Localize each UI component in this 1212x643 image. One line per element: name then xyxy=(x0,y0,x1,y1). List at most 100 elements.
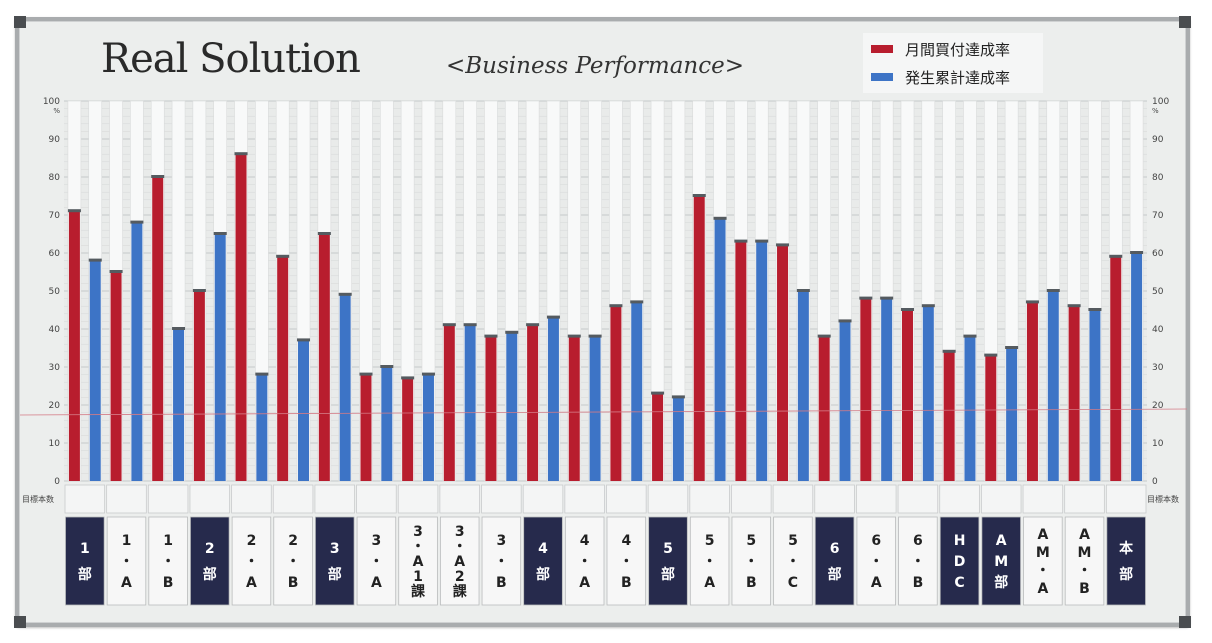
bar-cap xyxy=(421,372,435,376)
bar-cap xyxy=(1088,308,1102,311)
y-tick-label-left: 100 xyxy=(43,97,60,107)
section-card xyxy=(439,516,480,606)
board-title: Real Solution xyxy=(101,36,361,82)
target-count-cell xyxy=(522,484,564,514)
bar-cap xyxy=(1025,300,1039,304)
bar-monthly-15 xyxy=(652,393,664,481)
bar-cap xyxy=(1130,251,1144,254)
target-count-cell xyxy=(1064,484,1105,514)
category-label-char: 4 xyxy=(621,533,631,549)
reference-line xyxy=(19,408,1188,416)
category-label-char: B xyxy=(496,575,507,591)
bar-cap xyxy=(255,372,269,376)
bar-cumulative-21 xyxy=(922,306,934,481)
section-card xyxy=(731,516,772,606)
bar-cap xyxy=(484,334,498,338)
y-tick-label-left: 60 xyxy=(49,249,61,259)
bar-monthly-5 xyxy=(235,154,247,481)
bar-cap xyxy=(234,152,248,156)
category-label-char: ・ xyxy=(1078,563,1092,579)
department-card xyxy=(981,516,1021,606)
department-card xyxy=(523,516,563,606)
target-count-cell xyxy=(856,484,897,514)
category-label-char: ・ xyxy=(369,554,383,570)
y-tick-label-right: 70 xyxy=(1152,211,1164,221)
bar-cumulative-8 xyxy=(381,367,393,481)
category-label-char: 5 xyxy=(746,533,756,549)
category-label-char: ・ xyxy=(786,554,800,570)
category-label-char: A xyxy=(246,575,257,591)
y-tick-label-left: 50 xyxy=(49,287,61,297)
bar-cap xyxy=(692,194,706,197)
frame-corner xyxy=(1179,16,1191,28)
category-label-char: B xyxy=(288,575,299,591)
category-label-char: 5 xyxy=(663,541,673,557)
bar-cumulative-7 xyxy=(339,294,351,481)
category-label-char: 部 xyxy=(828,566,842,583)
bar-cap xyxy=(567,334,581,338)
category-label-char: A xyxy=(1037,581,1048,597)
section-card xyxy=(106,516,147,606)
category-label-char: C xyxy=(788,575,798,591)
bar-cap xyxy=(796,289,810,292)
bar-cap xyxy=(88,258,102,262)
category-label-char: ・ xyxy=(494,554,508,570)
category-label-char: 1 xyxy=(163,533,173,549)
bar-monthly-6 xyxy=(277,256,289,481)
category-label-char: 1 xyxy=(80,541,90,557)
frame-corner xyxy=(1179,616,1191,628)
bar-cap xyxy=(442,323,456,327)
category-label-char: 本 xyxy=(1119,540,1134,557)
target-count-cell xyxy=(731,484,772,514)
bar-cap xyxy=(401,376,415,380)
bar-monthly-16 xyxy=(693,196,705,481)
category-label-char: D xyxy=(954,554,966,570)
legend-label: 月間買付達成率 xyxy=(905,40,1011,59)
bar-cap xyxy=(1005,346,1019,349)
bar-cap xyxy=(651,391,665,395)
y-tick-label-left: 30 xyxy=(49,363,61,373)
category-label-char: 3 xyxy=(496,533,506,549)
department-card xyxy=(648,516,688,606)
category-label-char: ・ xyxy=(578,554,592,570)
bar-cap xyxy=(921,304,935,308)
category-label-char: A xyxy=(371,575,382,591)
category-label-char: 6 xyxy=(913,533,923,549)
y-tick-label-left: 20 xyxy=(49,401,61,411)
bar-cap xyxy=(276,254,290,258)
bar-cap xyxy=(359,372,373,376)
bar-cumulative-20 xyxy=(881,298,893,481)
bar-monthly-13 xyxy=(568,336,580,481)
department-card xyxy=(315,516,355,606)
section-card xyxy=(1023,516,1063,606)
category-label-char: 5 xyxy=(705,533,715,549)
target-count-cell xyxy=(647,484,689,514)
bar-monthly-10 xyxy=(443,325,455,481)
category-label-char: A xyxy=(996,533,1007,549)
bar-cap xyxy=(338,292,352,296)
category-label-char: 5 xyxy=(788,533,798,549)
category-label-char: A xyxy=(871,575,882,591)
category-label-char: B xyxy=(621,575,632,591)
target-count-cell xyxy=(1022,484,1064,514)
target-count-cell xyxy=(64,484,106,514)
category-label-char: 6 xyxy=(830,541,840,557)
bar-monthly-14 xyxy=(610,306,622,481)
category-label-char: A xyxy=(121,575,132,591)
category-label-char: ・ xyxy=(869,554,883,570)
category-label-char: 課 xyxy=(453,583,468,600)
target-count-label-right: 目標本数 xyxy=(1147,495,1179,504)
department-card xyxy=(1106,516,1146,606)
category-label-char: ・ xyxy=(119,554,133,570)
bar-cap xyxy=(859,296,873,300)
category-label-char: 部 xyxy=(203,566,217,583)
bar-cap xyxy=(776,243,790,247)
category-label-char: 部 xyxy=(536,566,550,583)
target-count-cell xyxy=(564,484,605,514)
bar-monthly-9 xyxy=(402,378,414,481)
y-tick-label-right: 90 xyxy=(1152,135,1164,145)
bar-cumulative-12 xyxy=(547,317,559,481)
bar-monthly-26 xyxy=(1110,256,1122,481)
bar-cumulative-6 xyxy=(298,340,310,481)
